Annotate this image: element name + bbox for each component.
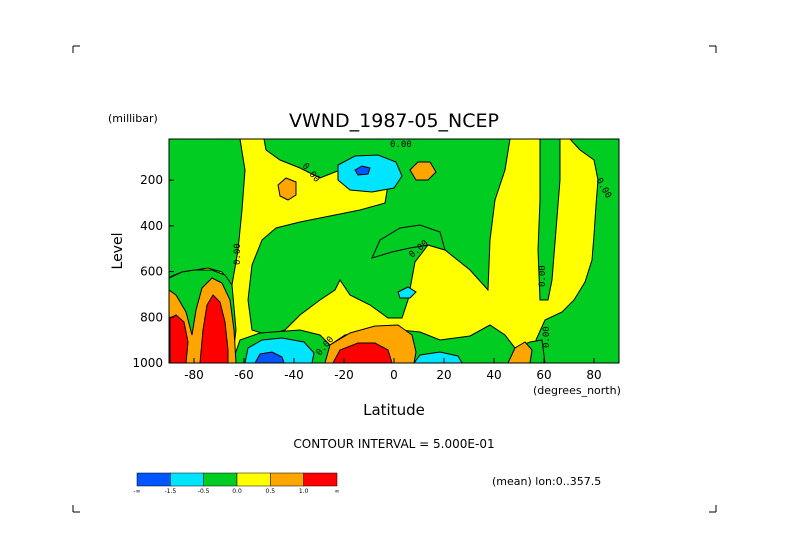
x-axis-label: Latitude xyxy=(363,401,425,419)
colorbar: -∞ -1.5 -0.5 0.0 0.5 1.0 ∞ xyxy=(133,472,340,495)
x-tick-label: 40 xyxy=(486,368,501,382)
chart-title: VWND_1987-05_NCEP xyxy=(289,110,499,132)
y-tick-label: 200 xyxy=(140,173,163,187)
colorbar-label: 0.0 xyxy=(232,488,242,495)
colorbar-swatch xyxy=(303,472,338,487)
x-tick-label: 0 xyxy=(390,368,398,382)
x-tick-label: 60 xyxy=(536,368,551,382)
plot-area: 0.00 0.00 0.00 0.00 0.00 0.00 0.00 0.00 … xyxy=(132,138,620,382)
region-red-left-lobe-1 xyxy=(169,314,189,363)
x-tick-label: -40 xyxy=(284,368,304,382)
region-orange-left-top xyxy=(277,177,297,201)
region-green-right xyxy=(535,139,619,363)
x-tick-label: 80 xyxy=(586,368,601,382)
region-green-upperleft-lobe xyxy=(371,224,446,259)
corner-marks xyxy=(72,45,717,513)
colorbar-label: -1.5 xyxy=(164,488,176,495)
region-green-midright xyxy=(537,139,561,301)
contour-label-6: 0.00 xyxy=(390,140,412,150)
region-cyan-bottomcenter xyxy=(413,351,463,363)
x-tick-label: 20 xyxy=(436,368,451,382)
colorbar-swatch xyxy=(170,472,204,487)
contour-label-1: 0.00 xyxy=(233,243,243,265)
y-tick-label: 400 xyxy=(140,219,163,233)
axes: -80 -60 -40 -20 0 20 40 60 80 200 400 600 800 1000 xyxy=(132,173,601,382)
region-red-bottomcenter xyxy=(332,342,393,363)
region-orange-small-top xyxy=(409,161,437,181)
region-green-left xyxy=(169,139,246,287)
contour-interval-label: CONTOUR INTERVAL = 5.000E-01 xyxy=(293,437,494,451)
region-orange-bottomright xyxy=(507,341,533,363)
colorbar-label: 0.5 xyxy=(266,488,276,495)
x-tick-label: -20 xyxy=(334,368,354,382)
contour-label-8: 0.00 xyxy=(542,326,552,348)
colorbar-label: 1.0 xyxy=(299,488,309,495)
y-tick-label: 600 xyxy=(140,265,163,279)
colorbar-swatch xyxy=(270,472,304,487)
mean-label: (mean) lon:0..357.5 xyxy=(492,475,601,488)
region-cyan-small xyxy=(397,286,417,299)
y-axis-label: Level xyxy=(110,233,126,270)
colorbar-label: ∞ xyxy=(335,488,340,495)
contour-label-4: 0.00 xyxy=(538,265,548,287)
region-blue-bottomleft xyxy=(254,351,285,363)
colorbar-swatch xyxy=(236,472,271,487)
region-blue-top xyxy=(354,165,371,176)
y-tick-label: 800 xyxy=(140,310,163,324)
x-tick-label: -60 xyxy=(234,368,254,382)
x-tick-label: -80 xyxy=(184,368,204,382)
y-units-label: (millibar) xyxy=(108,112,158,125)
colorbar-swatch xyxy=(203,472,238,487)
region-red-left-lobe-2 xyxy=(199,294,229,363)
colorbar-label: -∞ xyxy=(133,488,140,495)
colorbar-label: -0.5 xyxy=(198,488,210,495)
y-tick-label: 1000 xyxy=(132,356,163,370)
colorbar-swatch xyxy=(136,472,171,487)
x-units-label: (degrees_north) xyxy=(533,384,621,397)
region-cyan-top xyxy=(337,154,403,193)
